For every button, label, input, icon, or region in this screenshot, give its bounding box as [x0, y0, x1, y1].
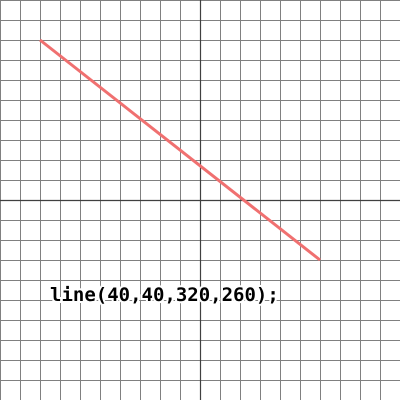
- code-statement: line(40,40,320,260);: [50, 284, 279, 306]
- drawn-line: [39, 38, 321, 262]
